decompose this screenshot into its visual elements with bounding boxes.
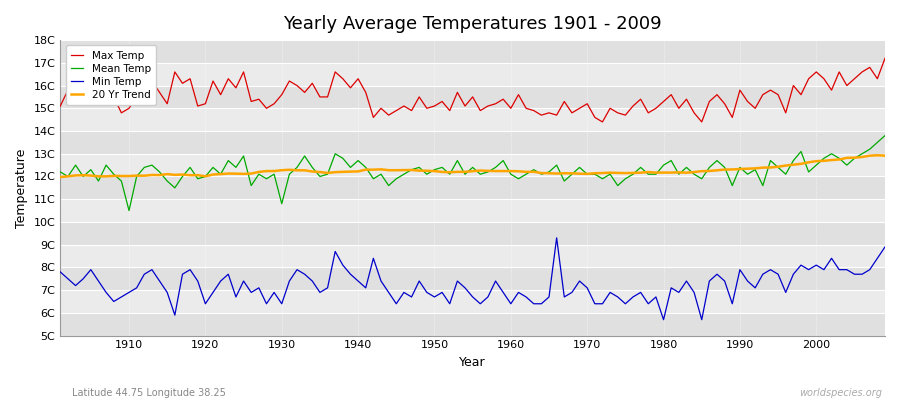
Max Temp <box>605 106 616 111</box>
Mean Temp <box>123 208 134 213</box>
Mean Temp <box>55 170 66 174</box>
20 Yr Trend <box>498 169 508 174</box>
Bar <box>60 199 885 222</box>
20 Yr Trend <box>284 167 295 172</box>
20 Yr Trend <box>872 153 883 158</box>
Bar <box>60 222 885 245</box>
Bar <box>60 245 885 267</box>
Max Temp <box>284 79 295 84</box>
Y-axis label: Temperature: Temperature <box>15 148 28 228</box>
Min Temp <box>116 294 127 299</box>
Bar <box>60 290 885 313</box>
20 Yr Trend <box>597 171 608 176</box>
Min Temp <box>506 301 517 306</box>
Mean Temp <box>513 176 524 181</box>
Bar <box>60 86 885 108</box>
Line: Mean Temp: Mean Temp <box>60 136 885 210</box>
Line: 20 Yr Trend: 20 Yr Trend <box>60 155 885 177</box>
Min Temp <box>55 270 66 274</box>
Min Temp <box>329 249 340 254</box>
20 Yr Trend <box>116 174 127 178</box>
Text: worldspecies.org: worldspecies.org <box>799 388 882 398</box>
Mean Temp <box>338 156 348 161</box>
Max Temp <box>329 70 340 74</box>
Bar <box>60 108 885 131</box>
Min Temp <box>879 244 890 249</box>
Max Temp <box>55 104 66 108</box>
Text: Latitude 44.75 Longitude 38.25: Latitude 44.75 Longitude 38.25 <box>72 388 226 398</box>
Max Temp <box>116 110 127 115</box>
Max Temp <box>506 106 517 111</box>
Bar <box>60 176 885 199</box>
Mean Temp <box>292 165 302 170</box>
Bar <box>60 40 885 63</box>
Legend: Max Temp, Mean Temp, Min Temp, 20 Yr Trend: Max Temp, Mean Temp, Min Temp, 20 Yr Tre… <box>66 45 156 105</box>
20 Yr Trend <box>879 153 890 158</box>
Max Temp <box>597 120 608 124</box>
20 Yr Trend <box>329 170 340 174</box>
Title: Yearly Average Temperatures 1901 - 2009: Yearly Average Temperatures 1901 - 2009 <box>284 15 662 33</box>
20 Yr Trend <box>506 169 517 174</box>
Line: Min Temp: Min Temp <box>60 238 885 320</box>
Min Temp <box>551 236 562 240</box>
20 Yr Trend <box>55 175 66 180</box>
Bar <box>60 154 885 176</box>
Bar <box>60 267 885 290</box>
Max Temp <box>879 56 890 61</box>
Mean Temp <box>506 172 517 177</box>
Min Temp <box>284 279 295 284</box>
Max Temp <box>498 97 508 102</box>
X-axis label: Year: Year <box>459 356 486 369</box>
Min Temp <box>658 317 669 322</box>
Mean Temp <box>116 179 127 184</box>
Min Temp <box>605 290 616 295</box>
Mean Temp <box>879 133 890 138</box>
Bar <box>60 63 885 86</box>
Line: Max Temp: Max Temp <box>60 58 885 122</box>
Min Temp <box>498 290 508 295</box>
Bar <box>60 131 885 154</box>
Bar <box>60 313 885 336</box>
Mean Temp <box>605 172 616 177</box>
